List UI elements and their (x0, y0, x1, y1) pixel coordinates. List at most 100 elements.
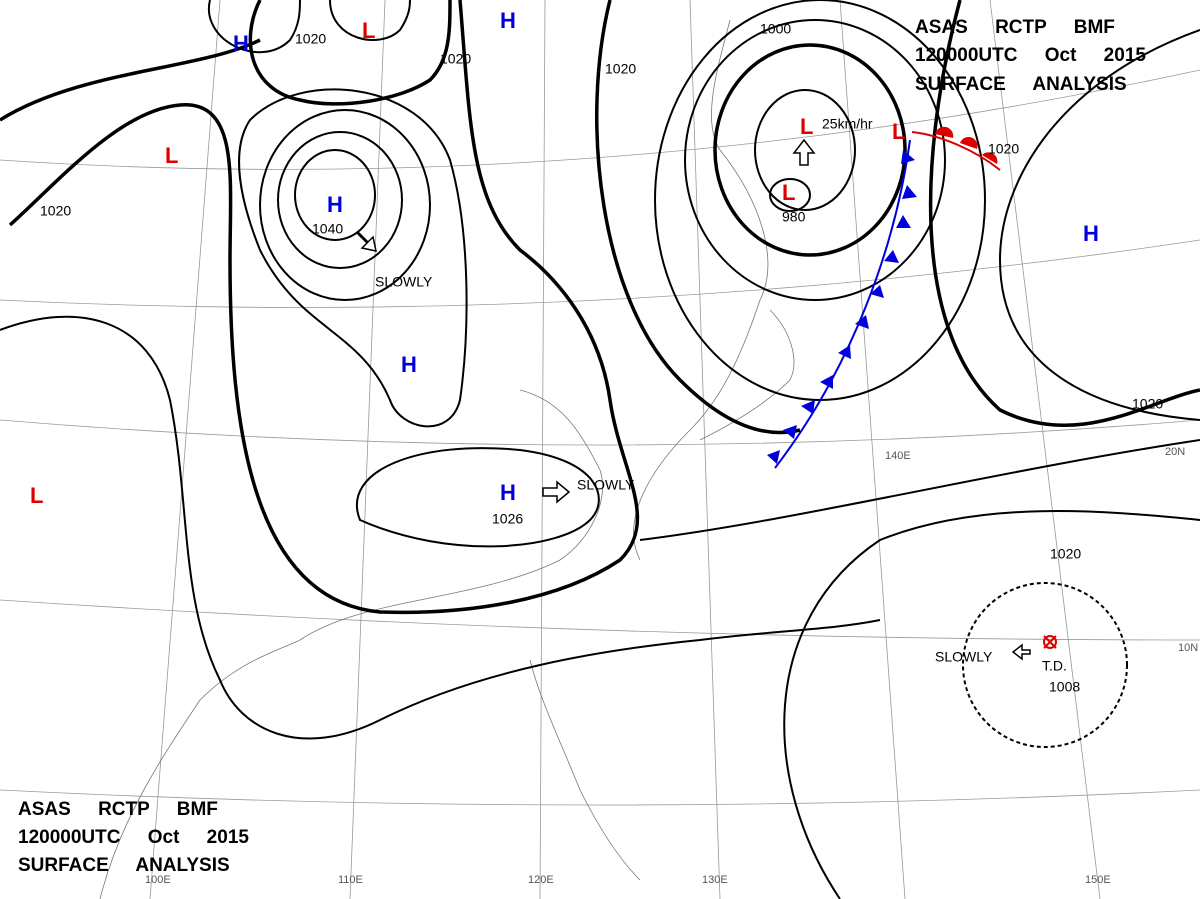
arrow (542, 480, 571, 504)
motion-arrows (355, 138, 1057, 661)
high-center: H (233, 31, 249, 56)
low-center: L (30, 483, 43, 508)
storm-symbol (1043, 635, 1057, 649)
lon-label: 150E (1085, 874, 1111, 886)
isobar (238, 88, 468, 428)
high-center: H (401, 352, 417, 377)
lat-label: 10N (1178, 642, 1198, 654)
isobar-labels: 1020 1020 1020 1020 1000 1020 1020 1020 (40, 21, 1163, 562)
grid-labels: 10N 20N 100E 110E 120E 130E 140E 150E (145, 446, 1198, 886)
cold-front (774, 139, 911, 469)
title-line: SURFACE ANALYSIS (915, 74, 1127, 95)
title-block-top: ASAS RCTP BMF 120000UTC Oct 2015 SURFACE… (915, 17, 1146, 95)
arrow (355, 230, 377, 252)
lon-line (349, 0, 386, 899)
lon-line (839, 0, 906, 899)
isobar-label: 1020 (988, 141, 1019, 157)
isobar-label: 1020 (440, 51, 471, 67)
fronts (767, 126, 1001, 469)
title-line: ASAS RCTP BMF (18, 799, 218, 820)
lon-label: 140E (885, 450, 911, 462)
isobar (595, 0, 801, 435)
isobar-label: 1020 (295, 31, 326, 47)
lon-line (989, 0, 1101, 899)
coastline (633, 19, 769, 561)
isobar (769, 178, 811, 212)
title-line: SURFACE ANALYSIS (18, 855, 230, 876)
warm-front (911, 131, 1001, 171)
title-line: 120000UTC Oct 2015 (18, 827, 249, 848)
isobar-label: 1020 (1050, 546, 1081, 562)
isobar (356, 447, 600, 548)
isobar (684, 19, 946, 301)
motion-label: SLOWLY (565, 739, 623, 755)
title-line: ASAS RCTP BMF (915, 17, 1115, 38)
isobar (928, 0, 1200, 427)
motion-labels: SLOWLY SLOWLY SLOWLY SLOWLY 25km/hr (375, 116, 993, 755)
isobar-label: 1020 (1132, 396, 1163, 412)
motion-label: SLOWLY (375, 274, 433, 290)
coastline (699, 309, 795, 441)
lat-line (0, 419, 1200, 446)
isobar (8, 0, 640, 615)
lat-line (0, 599, 1200, 641)
isobar (639, 439, 1200, 541)
low-center: L (165, 143, 178, 168)
lon-line (689, 0, 721, 899)
storm-pressure: 1008 (1049, 679, 1080, 695)
coastline (99, 639, 301, 899)
lon-label: 100E (145, 874, 171, 886)
coastline (299, 389, 603, 641)
low-center: L (782, 180, 795, 205)
isobar (207, 0, 301, 54)
low-center: L (362, 18, 375, 43)
isobar (248, 0, 452, 106)
isobar-label: 1000 (760, 21, 791, 37)
storm-isobar (962, 582, 1128, 748)
isobar (277, 131, 403, 269)
lat-line (0, 789, 1200, 806)
high-center: H (327, 192, 343, 217)
lon-label: 110E (338, 874, 363, 886)
pressure-value: 980 (782, 209, 806, 225)
warm-front-bumps (935, 126, 998, 164)
title-line: 120000UTC Oct 2015 (915, 45, 1146, 66)
lon-line (149, 0, 221, 899)
arrow (792, 138, 816, 166)
arrow (1011, 643, 1031, 661)
lon-label: 120E (528, 874, 554, 886)
pressure-centers: H H H 1040 H H 1026 H L L L L L 980 L (30, 8, 1099, 527)
isobar (998, 29, 1200, 421)
coastline (529, 659, 641, 881)
pressure-value: 1040 (312, 221, 343, 237)
lat-line (0, 69, 1200, 170)
high-center: H (500, 8, 516, 33)
coastlines (99, 19, 795, 899)
lon-line (539, 0, 546, 899)
lon-label: 130E (702, 874, 728, 886)
storm-label: T.D. (1042, 658, 1067, 674)
isobar (259, 109, 431, 301)
isobar (0, 315, 881, 740)
motion-label: SLOWLY (935, 649, 993, 665)
isobar-label: 1020 (40, 203, 71, 219)
isobar (294, 149, 376, 241)
high-center: H (500, 480, 516, 505)
high-center: H (1083, 221, 1099, 246)
isobar (0, 38, 261, 122)
title-block-bottom: ASAS RCTP BMF 120000UTC Oct 2015 SURFACE… (18, 799, 249, 876)
isobar (329, 0, 411, 41)
isobar (713, 43, 907, 257)
low-center: L (892, 119, 905, 144)
lat-label: 20N (1165, 446, 1185, 458)
lat-line (0, 239, 1200, 308)
isobar (754, 89, 856, 211)
isobar (783, 510, 1200, 899)
motion-label: SLOWLY (577, 477, 635, 493)
low-center: L (800, 114, 813, 139)
motion-label: 25km/hr (822, 116, 873, 132)
